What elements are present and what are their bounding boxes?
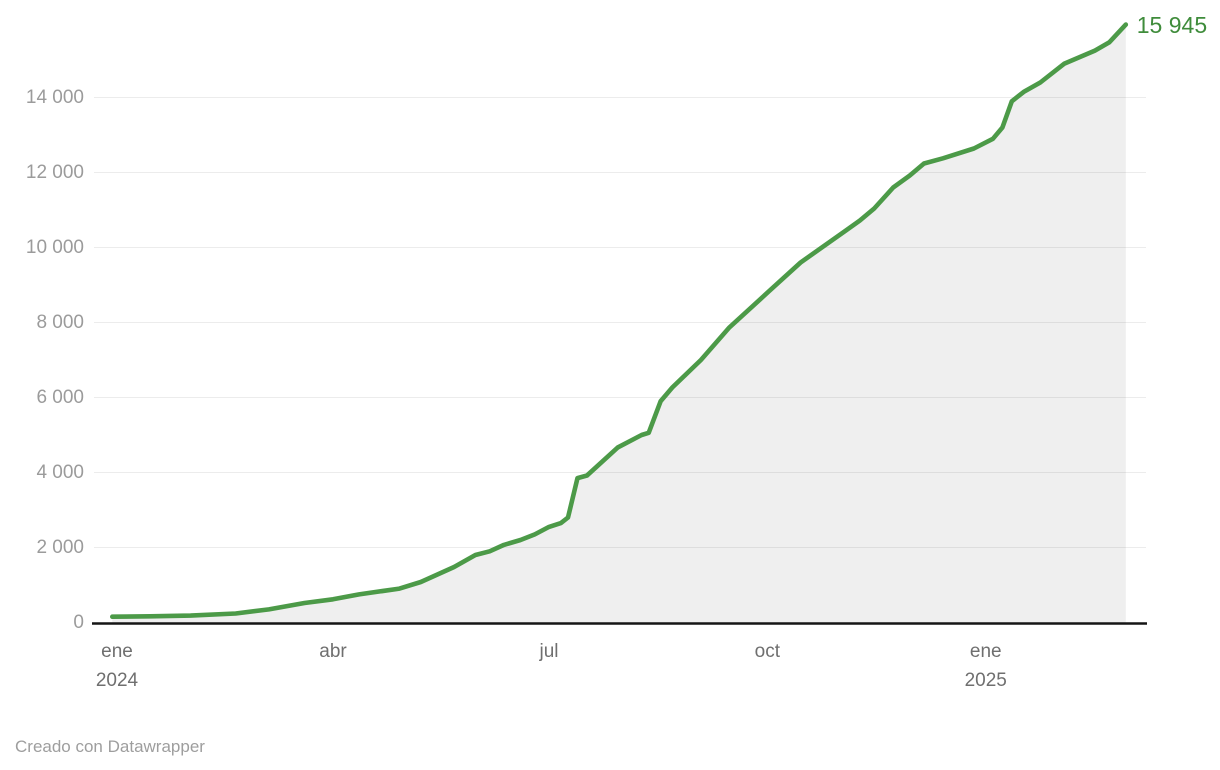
y-tick-label: 12 000 (25, 161, 84, 183)
x-tick-label: ene 2025 (926, 637, 1046, 695)
x-tick-label: ene 2024 (57, 637, 177, 695)
x-tick-label: oct (707, 637, 827, 666)
x-tick-year: 2025 (964, 670, 1007, 691)
x-tick-label: abr (273, 637, 393, 666)
y-tick-label: 2 000 (36, 536, 84, 558)
chart-plot (92, 22, 1147, 625)
y-tick-label: 10 000 (25, 236, 84, 258)
y-tick-label: 14 000 (25, 86, 84, 108)
y-tick-label: 4 000 (36, 461, 84, 483)
x-tick-month: abr (319, 641, 347, 662)
x-tick-month: jul (539, 641, 559, 662)
gridlines (94, 97, 1146, 548)
x-tick-year: 2024 (95, 670, 139, 691)
x-tick-month: oct (754, 641, 781, 662)
data-line (110, 22, 1129, 619)
y-tick-label: 0 (73, 611, 84, 633)
x-tick-month: ene (101, 641, 133, 662)
area-fill (112, 24, 1126, 624)
datawrapper-credit: Creado con Datawrapper (15, 737, 205, 756)
x-tick-label: jul (489, 637, 609, 666)
y-tick-label: 6 000 (36, 386, 84, 408)
last-value-label: 15 945 (1136, 11, 1208, 38)
x-tick-month: ene (969, 641, 1002, 662)
y-tick-label: 8 000 (36, 311, 84, 333)
